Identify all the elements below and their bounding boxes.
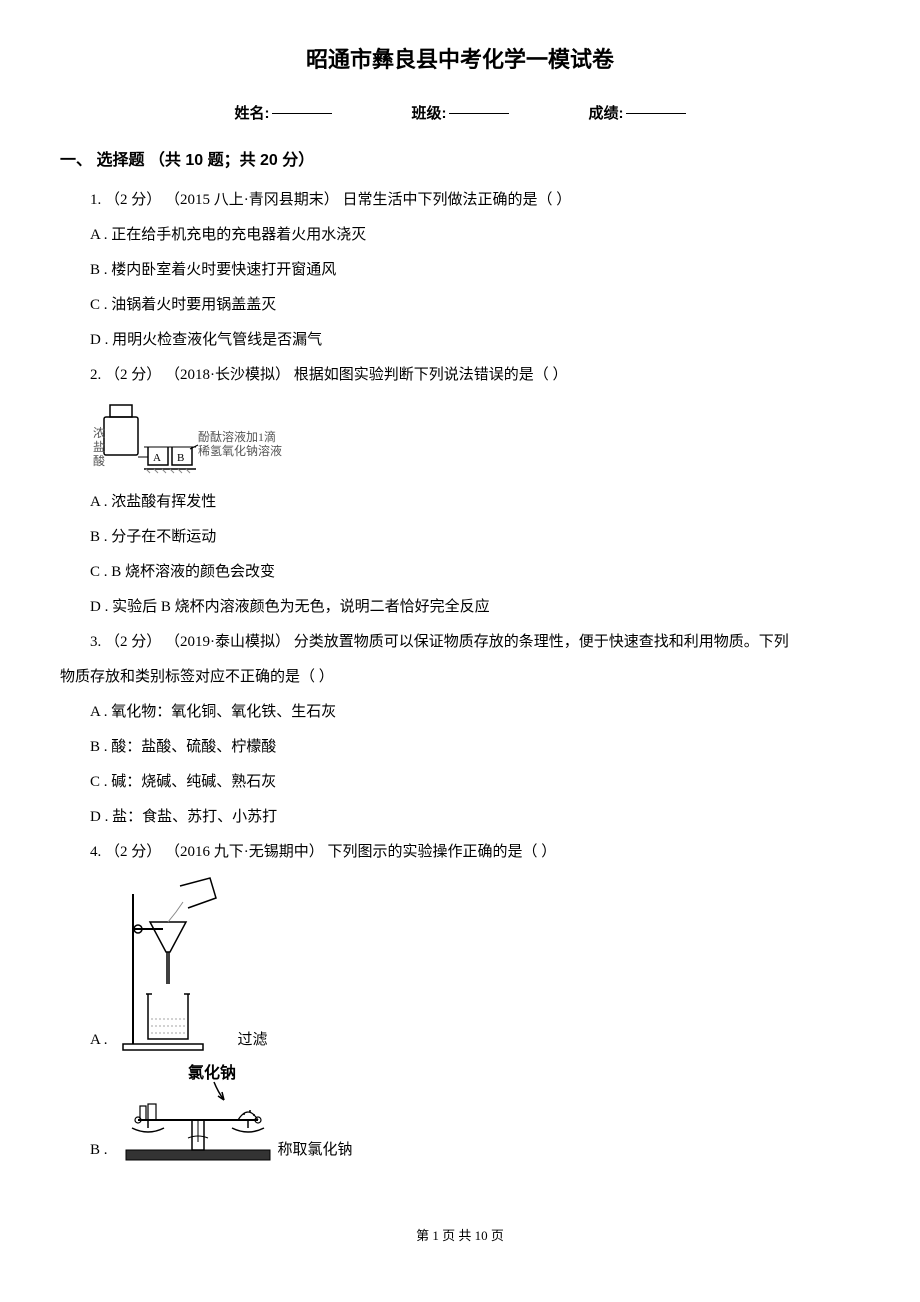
solution-label-line1: 酚酞溶液加1滴 [198,429,276,444]
name-blank [272,113,332,114]
beaker-b-label: B [177,452,184,464]
q3-stem-2: 物质存放和类别标签对应不正确的是（ ） [60,664,860,691]
student-info-row: 姓名: 班级: 成绩: [60,100,860,127]
class-blank [449,113,509,114]
beaker-a-label: A [153,452,161,464]
balance-diagram: 氯化钠 [118,1064,268,1164]
q3-stem-1: 3. （2 分） （2019·泰山模拟） 分类放置物质可以保证物质存放的条理性，… [60,629,860,656]
q1-option-b: B . 楼内卧室着火时要快速打开窗通风 [60,257,860,284]
q4-option-b-text: 称取氯化钠 [278,1137,353,1164]
filter-diagram [118,874,228,1054]
q1-option-d: D . 用明火检查液化气管线是否漏气 [60,327,860,354]
balance-label-text: 氯化钠 [188,1064,236,1082]
q4-stem: 4. （2 分） （2016 九下·无锡期中） 下列图示的实验操作正确的是（ ） [60,839,860,866]
q4-option-b: B . 氯化钠 [90,1064,860,1164]
q3-option-b: B . 酸：盐酸、硫酸、柠檬酸 [60,734,860,761]
q2-option-c: C . B 烧杯溶液的颜色会改变 [60,559,860,586]
q1-stem: 1. （2 分） （2015 八上·青冈县期末） 日常生活中下列做法正确的是（ … [60,187,860,214]
balance-svg: 氯化钠 [118,1064,278,1164]
q1-option-c: C . 油锅着火时要用锅盖盖灭 [60,292,860,319]
q4-option-b-label: B . [90,1137,108,1164]
section-1-header: 一、 选择题 （共 10 题；共 20 分） [60,147,860,176]
exam-title: 昭通市彝良县中考化学一模试卷 [60,40,860,80]
q3-option-d: D . 盐：食盐、苏打、小苏打 [60,804,860,831]
svg-text:盐: 盐 [93,440,105,454]
bottle-label: 浓 [93,426,105,440]
q2-option-d: D . 实验后 B 烧杯内溶液颜色为无色，说明二者恰好完全反应 [60,594,860,621]
q3-option-c: C . 碱：烧碱、纯碱、熟石灰 [60,769,860,796]
name-label: 姓名: [235,100,270,127]
q4-option-a: A . 过滤 [90,874,860,1054]
class-label: 班级: [412,100,447,127]
experiment-diagram-svg: 浓 盐 酸 A B 酚酞溶液加1滴 稀氢氧化钠溶液 [90,399,300,479]
page-footer: 第 1 页 共 10 页 [60,1224,860,1247]
q2-stem: 2. （2 分） （2018·长沙模拟） 根据如图实验判断下列说法错误的是（ ） [60,362,860,389]
q4-option-a-label: A . [90,1027,108,1054]
score-label: 成绩: [589,100,624,127]
q2-option-a: A . 浓盐酸有挥发性 [60,489,860,516]
score-field: 成绩: [589,100,686,127]
svg-text:酸: 酸 [93,453,105,468]
q4-option-a-text: 过滤 [238,1027,268,1054]
score-blank [626,113,686,114]
solution-label-line2: 稀氢氧化钠溶液 [198,443,282,458]
filter-svg [118,874,228,1054]
q2-diagram: 浓 盐 酸 A B 酚酞溶液加1滴 稀氢氧化钠溶液 [90,399,860,479]
q1-option-a: A . 正在给手机充电的充电器着火用水浇灭 [60,222,860,249]
q3-option-a: A . 氧化物：氧化铜、氧化铁、生石灰 [60,699,860,726]
q2-option-b: B . 分子在不断运动 [60,524,860,551]
name-field: 姓名: [235,100,332,127]
class-field: 班级: [412,100,509,127]
